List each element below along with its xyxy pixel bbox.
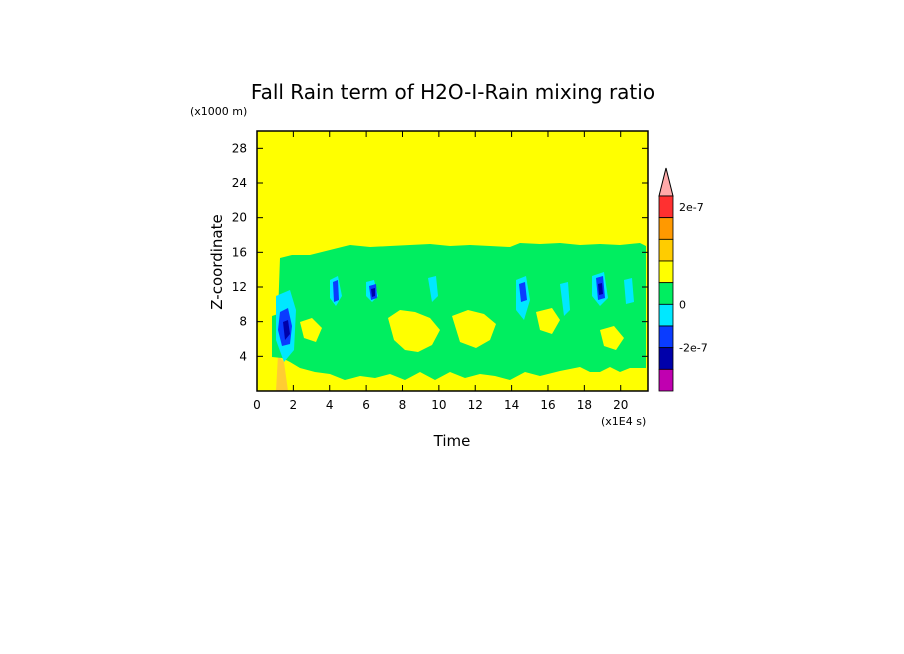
- contour-yellow-hole: [300, 318, 322, 342]
- colorbar-swatch: [658, 282, 674, 305]
- x-tick-label: 8: [399, 398, 407, 412]
- colorbar-overflow-triangle: [658, 167, 674, 197]
- contour-navy-core: [598, 283, 603, 295]
- colorbar-label: -2e-7: [679, 342, 708, 355]
- y-ticks: 4 8 12 16 20 24 28: [232, 141, 648, 363]
- contour-blue-core: [519, 282, 527, 302]
- y-tick-label: 12: [232, 280, 247, 294]
- contour-orange-streak: [276, 355, 288, 391]
- colorbar-label: 0: [679, 298, 686, 311]
- colorbar-swatch: [658, 303, 674, 327]
- contour-cyan: [624, 278, 634, 304]
- y-axis-label: Z-coordinate: [208, 214, 226, 309]
- x-tick-label: 6: [362, 398, 370, 412]
- y-tick-label: 16: [232, 245, 247, 259]
- y-unit-label: (x1000 m): [190, 105, 247, 118]
- colorbar-swatch: [658, 347, 674, 370]
- contour-yellow-hole: [388, 310, 440, 352]
- contour-cyan: [428, 276, 438, 302]
- x-tick-label: 20: [613, 398, 628, 412]
- x-tick-label: 16: [540, 398, 555, 412]
- x-tick-label: 14: [504, 398, 519, 412]
- colorbar-swatch: [658, 325, 674, 349]
- y-tick-label: 4: [239, 349, 247, 363]
- colorbar-swatch: [658, 238, 674, 262]
- colorbar-swatch: [658, 368, 674, 392]
- colorbar: 2e-7 0 -2e-7: [658, 167, 708, 392]
- x-tick-label: 4: [326, 398, 334, 412]
- contour-fills: [272, 243, 646, 391]
- x-ticks: 0 2 4 6 8 10 12 14 16 18 20: [253, 131, 628, 412]
- x-tick-label: 18: [577, 398, 592, 412]
- plot-frame: [256, 130, 649, 392]
- y-tick-label: 28: [232, 141, 247, 155]
- x-tick-label: 2: [290, 398, 298, 412]
- x-tick-label: 0: [253, 398, 261, 412]
- y-tick-label: 24: [232, 176, 247, 190]
- colorbar-swatch: [658, 260, 674, 284]
- x-tick-label: 12: [468, 398, 483, 412]
- contour-green-band: [272, 243, 646, 380]
- contour-yellow-hole: [536, 308, 560, 334]
- colorbar-swatch: [658, 195, 674, 219]
- contour-navy-core: [283, 320, 290, 340]
- contour-yellow-hole: [600, 326, 624, 350]
- colorbar-swatch: [658, 217, 674, 240]
- x-axis-label: Time: [433, 432, 471, 450]
- contour-navy-core: [371, 288, 375, 297]
- colorbar-label: 2e-7: [679, 201, 704, 214]
- contour-yellow-hole: [452, 310, 496, 348]
- contour-blue-core: [333, 280, 339, 302]
- y-tick-label: 20: [232, 211, 247, 225]
- x-tick-label: 10: [431, 398, 446, 412]
- contour-cyan: [560, 282, 570, 316]
- y-tick-label: 8: [239, 315, 247, 329]
- x-unit-label: (x1E4 s): [601, 415, 646, 428]
- chart-title: Fall Rain term of H2O-I-Rain mixing rati…: [251, 80, 655, 104]
